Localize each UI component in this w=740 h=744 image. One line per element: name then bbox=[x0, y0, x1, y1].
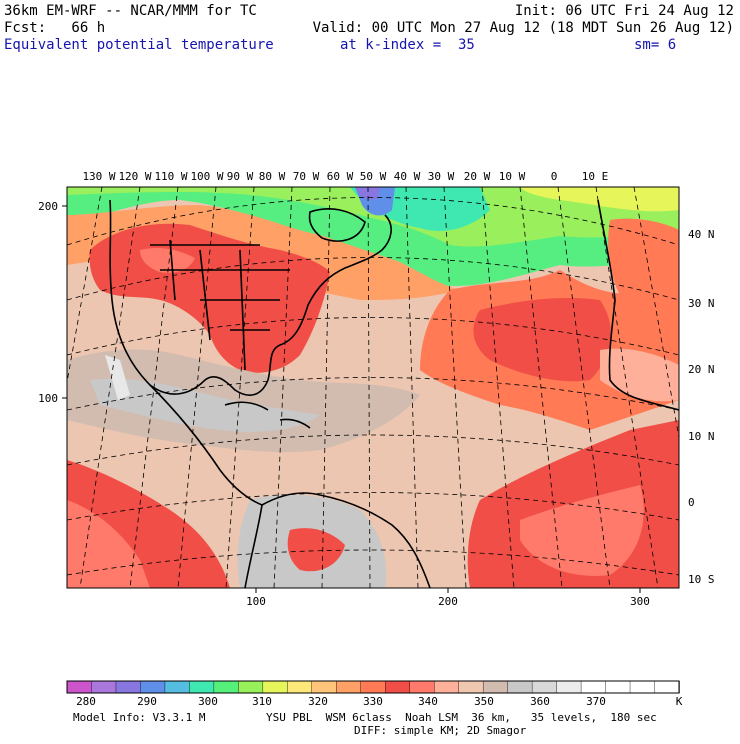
lon-label: 80 W bbox=[259, 170, 286, 183]
colorbar-label: 310 bbox=[252, 695, 272, 708]
lat-label: 0 bbox=[688, 496, 695, 509]
lat-label: 10 N bbox=[688, 430, 715, 443]
colorbar-label: 350 bbox=[474, 695, 494, 708]
lon-label: 10 E bbox=[582, 170, 609, 183]
colorbar-swatch bbox=[287, 680, 313, 694]
init-time: Init: 06 UTC Fri 24 Aug 12 bbox=[514, 3, 734, 19]
model-info: Model Info: V3.3.1 M bbox=[73, 711, 206, 724]
colorbar-swatch bbox=[238, 680, 264, 694]
colorbar-swatch bbox=[385, 680, 411, 694]
lat-label: 40 N bbox=[688, 228, 715, 241]
colorbar-swatch bbox=[189, 680, 215, 694]
valid-time: Valid: 00 UTC Mon 27 Aug 12 (18 MDT Sun … bbox=[312, 20, 734, 36]
colorbar-swatch bbox=[115, 680, 142, 694]
colorbar-swatch bbox=[140, 680, 166, 694]
colorbar-label: 360 bbox=[530, 695, 550, 708]
left-ticks bbox=[62, 205, 67, 399]
colorbar-label: 320 bbox=[308, 695, 328, 708]
colorbar-label: 290 bbox=[137, 695, 157, 708]
field-name: Equivalent potential temperature bbox=[4, 37, 274, 53]
colorbar-swatch bbox=[654, 680, 680, 694]
colorbar-swatch bbox=[409, 680, 435, 694]
lon-label: 50 W bbox=[360, 170, 387, 183]
colorbar-swatch bbox=[482, 680, 509, 694]
grid-x-label: 200 bbox=[438, 595, 458, 608]
level-info: at k-index = 35 bbox=[340, 37, 475, 53]
colorbar-swatch bbox=[360, 680, 386, 694]
theta-e-field bbox=[67, 187, 679, 588]
colorbar bbox=[66, 680, 680, 694]
lon-label: 60 W bbox=[327, 170, 354, 183]
colorbar-swatch bbox=[605, 680, 631, 694]
colorbar-swatch bbox=[556, 680, 582, 694]
map-frame bbox=[66, 186, 680, 589]
physics-info: YSU PBL WSM 6class Noah LSM 36 km, 35 le… bbox=[266, 711, 657, 724]
colorbar-swatch bbox=[580, 680, 607, 694]
lon-label: 110 W bbox=[154, 170, 187, 183]
lon-label: 30 W bbox=[428, 170, 455, 183]
colorbar-swatch bbox=[66, 680, 93, 694]
grid-y-label: 100 bbox=[38, 392, 58, 405]
colorbar-swatch bbox=[531, 680, 558, 694]
colorbar-swatch bbox=[336, 680, 362, 694]
model-title: 36km EM-WRF -- NCAR/MMM for TC bbox=[4, 3, 257, 19]
bottom-ticks bbox=[255, 588, 641, 593]
lat-label: 20 N bbox=[688, 363, 715, 376]
colorbar-label: 340 bbox=[418, 695, 438, 708]
colorbar-label: 280 bbox=[76, 695, 96, 708]
grid-x-label: 100 bbox=[246, 595, 266, 608]
grid-y-label: 200 bbox=[38, 200, 58, 213]
colorbar-swatch bbox=[164, 680, 191, 694]
lon-label: 40 W bbox=[394, 170, 421, 183]
colorbar-swatch bbox=[629, 680, 656, 694]
lat-label: 10 S bbox=[688, 573, 715, 586]
lon-label: 70 W bbox=[293, 170, 320, 183]
colorbar-swatch bbox=[311, 680, 337, 694]
coastlines bbox=[109, 199, 679, 588]
grid-x-label: 300 bbox=[630, 595, 650, 608]
colorbar-swatch bbox=[213, 680, 240, 694]
colorbar-label: 370 bbox=[586, 695, 606, 708]
lon-label: 10 W bbox=[499, 170, 526, 183]
colorbar-swatch bbox=[91, 680, 117, 694]
lon-label: 120 W bbox=[118, 170, 151, 183]
lon-label: 100 W bbox=[190, 170, 223, 183]
lon-label: 0 bbox=[551, 170, 558, 183]
lon-label: 90 W bbox=[227, 170, 254, 183]
lat-label: 30 N bbox=[688, 297, 715, 310]
colorbar-label: 330 bbox=[363, 695, 383, 708]
lon-label: 130 W bbox=[82, 170, 115, 183]
colorbar-swatch bbox=[434, 680, 460, 694]
colorbar-unit: K bbox=[675, 695, 683, 708]
diffusion-info: DIFF: simple KM; 2D Smagor bbox=[354, 724, 527, 737]
colorbar-swatch bbox=[262, 680, 289, 694]
colorbar-frame bbox=[66, 680, 680, 694]
colorbar-swatch bbox=[507, 680, 533, 694]
lon-label: 20 W bbox=[464, 170, 491, 183]
colorbar-swatch bbox=[458, 680, 484, 694]
smoothing-info: sm= 6 bbox=[634, 37, 677, 53]
forecast-hour: Fcst: 66 h bbox=[4, 20, 106, 36]
colorbar-label: 300 bbox=[198, 695, 218, 708]
